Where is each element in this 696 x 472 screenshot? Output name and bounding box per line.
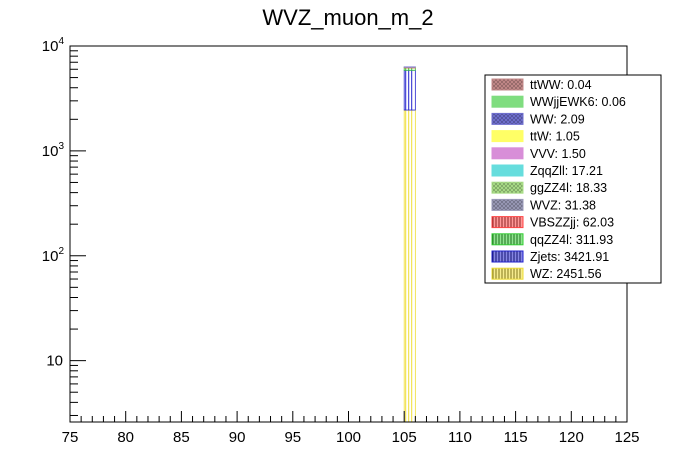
x-tick-label: 75 <box>62 429 79 446</box>
y-tick-label: 10 <box>46 353 63 370</box>
legend-label: qqZZ4l: 311.93 <box>530 233 613 247</box>
legend-item: WW: 2.09 <box>491 112 585 126</box>
legend-item: ttWW: 0.04 <box>491 78 592 92</box>
legend-swatch-border <box>491 164 524 177</box>
x-tick-label: 105 <box>392 429 417 446</box>
x-tick-label: 125 <box>614 429 639 446</box>
legend-swatch-border <box>491 130 524 143</box>
legend-item: WZ: 2451.56 <box>491 267 602 281</box>
legend-label: ZqqZll: 17.21 <box>530 164 603 178</box>
legend-swatch-border <box>491 233 524 246</box>
legend-swatch-hatch <box>492 113 523 125</box>
legend-swatch-fill <box>492 96 523 108</box>
legend-label: VVV: 1.50 <box>530 147 586 161</box>
legend-item: WVZ: 31.38 <box>491 198 596 212</box>
bar-segment-bg <box>404 110 416 422</box>
legend-swatch-fill <box>492 216 523 228</box>
x-tick-label: 100 <box>336 429 361 446</box>
legend-swatch-border <box>491 147 524 160</box>
legend-swatch-fill <box>492 130 523 142</box>
legend-swatch-border <box>491 198 524 211</box>
bar-segment-bg <box>404 67 416 71</box>
legend-swatch-hatch <box>492 182 523 194</box>
bar-segment <box>403 109 416 423</box>
legend-swatch-border <box>491 250 524 263</box>
legend-item: WWjjEWK6: 0.06 <box>491 95 626 109</box>
legend-swatch-border <box>491 78 524 91</box>
legend-item: ttW: 1.05 <box>491 130 580 144</box>
legend-item: VVV: 1.50 <box>491 147 586 161</box>
stacked-bars <box>403 66 416 423</box>
legend-label: WZ: 2451.56 <box>530 267 602 281</box>
legend-swatch-fill <box>492 165 523 176</box>
x-tick-label: 85 <box>173 429 190 446</box>
legend: ttWW: 0.04 WWjjEWK6: 0.06 WW: 2.09 ttW: 1.0… <box>484 74 662 284</box>
legend-item: Zjets: 3421.91 <box>491 250 609 264</box>
legend-item: VBSZZjj: 62.03 <box>491 216 614 230</box>
y-tick-label: 102 <box>42 246 65 265</box>
legend-box <box>484 74 662 284</box>
legend-swatch-fill <box>492 268 523 280</box>
bar-segment <box>403 69 416 111</box>
legend-label: WW: 2.09 <box>530 112 585 126</box>
legend-swatch-border <box>491 267 524 280</box>
bar-segment-bg <box>404 70 416 111</box>
legend-swatch-fill <box>492 233 523 245</box>
legend-swatch-fill <box>492 147 523 159</box>
x-axis: 75 80 85 90 95 100 105 110 115 120 125 <box>62 411 640 446</box>
legend-label: WVZ: 31.38 <box>530 198 596 212</box>
legend-label: Zjets: 3421.91 <box>530 250 609 264</box>
legend-label: ttWW: 0.04 <box>530 78 592 92</box>
legend-label: ggZZ4l: 18.33 <box>530 181 607 195</box>
legend-label: WWjjEWK6: 0.06 <box>530 95 626 109</box>
y-tick-label: 103 <box>42 141 65 160</box>
legend-swatch-hatch <box>492 199 523 211</box>
legend-swatch-border <box>491 216 524 229</box>
legend-item: ggZZ4l: 18.33 <box>491 181 607 195</box>
legend-swatch-hatch <box>492 79 523 90</box>
legend-swatch-border <box>491 181 524 194</box>
x-tick-label: 115 <box>504 429 528 446</box>
x-tick-label: 110 <box>448 429 472 446</box>
y-axis: 10 102 103 104 <box>42 36 86 416</box>
legend-item: qqZZ4l: 311.93 <box>491 233 613 247</box>
x-tick-label: 120 <box>559 429 584 446</box>
legend-label: ttW: 1.05 <box>530 130 580 144</box>
legend-swatch-border <box>491 112 524 125</box>
x-tick-label: 80 <box>117 429 134 446</box>
x-tick-label: 90 <box>229 429 246 446</box>
legend-item: ZqqZll: 17.21 <box>491 164 603 178</box>
legend-label: VBSZZjj: 62.03 <box>530 216 614 230</box>
y-tick-label: 104 <box>42 36 65 55</box>
legend-swatch-fill <box>492 251 523 262</box>
legend-swatch-border <box>491 95 524 108</box>
chart-title: WVZ_muon_m_2 <box>262 5 433 30</box>
x-tick-label: 95 <box>284 429 301 446</box>
